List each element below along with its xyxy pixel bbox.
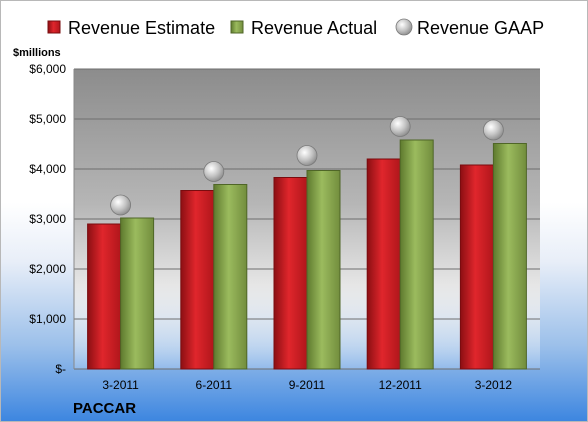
- bar-revenue-actual: [492, 143, 527, 370]
- legend-swatch-revenue-actual: [230, 20, 244, 34]
- legend-label: Revenue Estimate: [68, 18, 215, 38]
- y-tick-label: $5,000: [29, 112, 66, 126]
- marker-revenue-gaap: [110, 194, 131, 216]
- x-tick-label: 3-2012: [475, 378, 513, 392]
- y-tick-label: $6,000: [29, 62, 66, 76]
- x-tick-label: 12-2011: [379, 378, 422, 392]
- y-tick-label: $-: [55, 362, 66, 376]
- legend-label: Revenue GAAP: [417, 18, 544, 38]
- legend-swatch-revenue-estimate: [47, 20, 61, 34]
- bar-revenue-estimate: [180, 190, 215, 370]
- bar-revenue-estimate: [366, 158, 401, 370]
- y-tick-label: $2,000: [29, 262, 66, 276]
- bar-revenue-actual: [120, 217, 155, 370]
- bar-revenue-actual: [399, 139, 434, 370]
- y-tick-label: $3,000: [29, 212, 66, 226]
- bar-revenue-actual: [306, 170, 341, 370]
- marker-revenue-gaap: [203, 161, 225, 182]
- x-tick-label: 3-2011: [102, 378, 139, 392]
- bar-revenue-actual: [213, 184, 248, 370]
- y-tick-label: $4,000: [29, 162, 66, 176]
- y-tick-label: $1,000: [29, 312, 66, 326]
- bar-revenue-estimate: [273, 177, 308, 370]
- x-tick-label: 9-2011: [289, 378, 326, 392]
- legend-swatch-revenue-gaap: [395, 18, 413, 36]
- x-tick-label: 6-2011: [196, 378, 233, 392]
- y-axis-unit-label: $millions: [13, 47, 61, 59]
- marker-revenue-gaap: [482, 119, 504, 141]
- marker-revenue-gaap: [389, 116, 411, 137]
- legend-label: Revenue Actual: [251, 18, 377, 38]
- marker-revenue-gaap: [296, 145, 318, 166]
- bar-revenue-estimate: [87, 223, 122, 370]
- bar-revenue-estimate: [459, 164, 494, 370]
- company-name: PACCAR: [73, 400, 136, 417]
